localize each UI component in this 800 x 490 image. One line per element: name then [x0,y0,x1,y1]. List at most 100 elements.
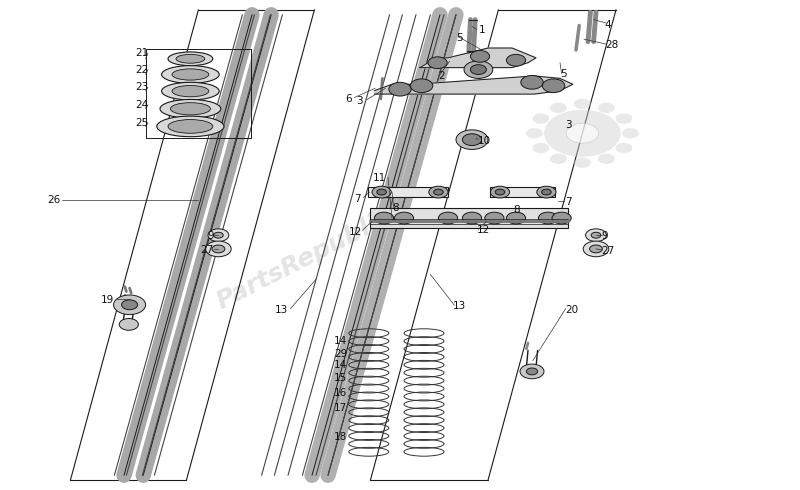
Text: 26: 26 [46,195,60,205]
Ellipse shape [162,82,219,100]
Circle shape [208,229,229,242]
Text: 14: 14 [334,360,347,370]
Circle shape [470,50,490,62]
Text: 28: 28 [605,40,618,50]
Circle shape [598,102,615,113]
Polygon shape [374,76,573,94]
Circle shape [591,232,601,238]
Text: 23: 23 [135,82,149,92]
Text: 15: 15 [334,373,347,383]
Circle shape [550,153,567,164]
Polygon shape [420,48,536,68]
Text: 10: 10 [478,136,490,146]
Ellipse shape [172,86,209,97]
Text: 27: 27 [200,245,214,255]
Text: 9: 9 [207,231,214,241]
Text: 6: 6 [346,94,352,104]
Circle shape [490,186,510,198]
Text: 25: 25 [135,118,149,127]
Ellipse shape [168,120,213,133]
Circle shape [550,102,567,113]
Text: 4: 4 [605,20,611,29]
Circle shape [464,61,493,78]
Circle shape [495,189,505,195]
Circle shape [374,212,394,224]
Ellipse shape [162,66,219,83]
Text: 8: 8 [392,203,398,213]
Circle shape [526,368,538,375]
Text: 7: 7 [354,194,361,204]
Text: 19: 19 [100,295,114,305]
Circle shape [506,54,526,66]
Bar [370,208,568,228]
Text: 17: 17 [334,403,347,413]
Ellipse shape [157,116,224,137]
Text: 8: 8 [513,205,519,215]
Circle shape [598,153,615,164]
Circle shape [544,110,621,157]
Text: 21: 21 [135,48,149,58]
Circle shape [574,157,591,168]
Text: 27: 27 [602,246,615,256]
Circle shape [537,186,556,198]
Circle shape [410,79,433,93]
Circle shape [521,75,543,89]
Text: 11: 11 [373,173,386,183]
Circle shape [586,229,606,242]
Text: PartsRepublic: PartsRepublic [212,205,396,314]
Ellipse shape [170,102,210,115]
Circle shape [622,128,639,139]
Text: 2: 2 [438,71,445,81]
Text: 12: 12 [348,227,362,237]
Circle shape [389,82,411,96]
Circle shape [122,300,138,310]
Circle shape [590,245,602,253]
Text: 7: 7 [565,197,571,207]
Circle shape [462,134,482,146]
Bar [368,187,448,197]
Circle shape [532,143,550,153]
Circle shape [114,295,146,315]
Circle shape [542,189,551,195]
Circle shape [377,189,386,195]
Text: 29: 29 [334,349,347,359]
Text: 9: 9 [602,231,608,241]
Ellipse shape [160,99,221,118]
Text: 16: 16 [334,388,347,398]
Text: 13: 13 [274,305,288,315]
Circle shape [456,130,488,149]
Ellipse shape [176,54,205,63]
Text: 18: 18 [334,432,347,442]
Circle shape [462,212,482,224]
Circle shape [372,186,391,198]
Circle shape [532,113,550,124]
Circle shape [506,212,526,224]
Circle shape [583,241,609,257]
Circle shape [212,245,225,253]
Circle shape [615,143,633,153]
Circle shape [542,79,565,93]
Circle shape [615,113,633,124]
Circle shape [566,123,598,143]
Text: 22: 22 [135,65,149,74]
Circle shape [429,186,448,198]
Circle shape [428,57,447,69]
Ellipse shape [168,52,213,66]
Circle shape [526,128,543,139]
Text: 1: 1 [478,25,485,35]
Circle shape [485,212,504,224]
Circle shape [434,189,443,195]
Text: 5: 5 [456,33,462,43]
Circle shape [520,364,544,379]
Bar [490,187,555,197]
Circle shape [206,241,231,257]
Text: 20: 20 [565,305,578,315]
Circle shape [214,232,223,238]
Circle shape [552,212,571,224]
Circle shape [470,65,486,74]
Text: 14: 14 [334,336,347,345]
Text: 24: 24 [135,100,149,110]
Text: 5: 5 [560,70,566,79]
Text: 3: 3 [357,97,363,106]
Ellipse shape [172,69,209,80]
